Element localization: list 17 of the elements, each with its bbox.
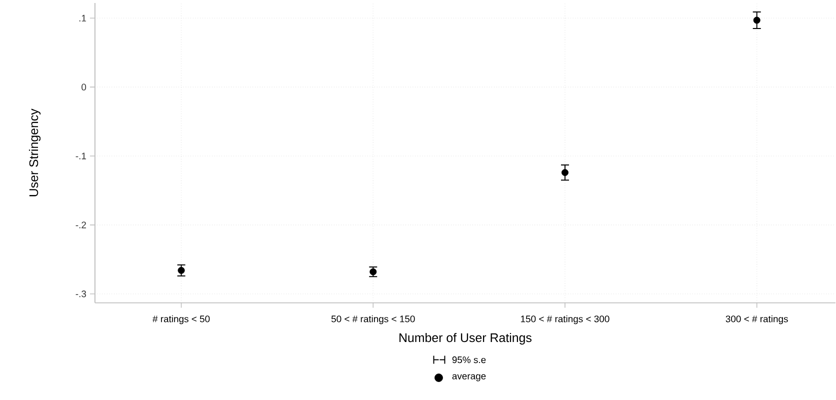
point (753, 16, 760, 24)
y-tick-label: .1 (79, 15, 86, 22)
point (178, 267, 185, 274)
x-tick-label: # ratings < 50 (152, 315, 210, 324)
x-axis-title: Number of User Ratings (399, 333, 532, 345)
x-tick-label: 150 < # ratings < 300 (521, 315, 610, 324)
y-tick-label: -.3 (76, 290, 86, 298)
point (561, 169, 568, 176)
y-tick-label: -.1 (76, 152, 86, 160)
y-tick-label: 0 (82, 84, 86, 91)
x-tick-label: 50 < # ratings < 150 (331, 315, 415, 324)
y-axis-title: User Stringency (28, 108, 41, 196)
text: 95% s.e (452, 356, 486, 364)
y-tick-label: -.2 (76, 222, 86, 228)
point (370, 268, 377, 276)
x-tick-label: 300 < # ratings (726, 315, 788, 324)
legend-label: average (452, 374, 486, 382)
